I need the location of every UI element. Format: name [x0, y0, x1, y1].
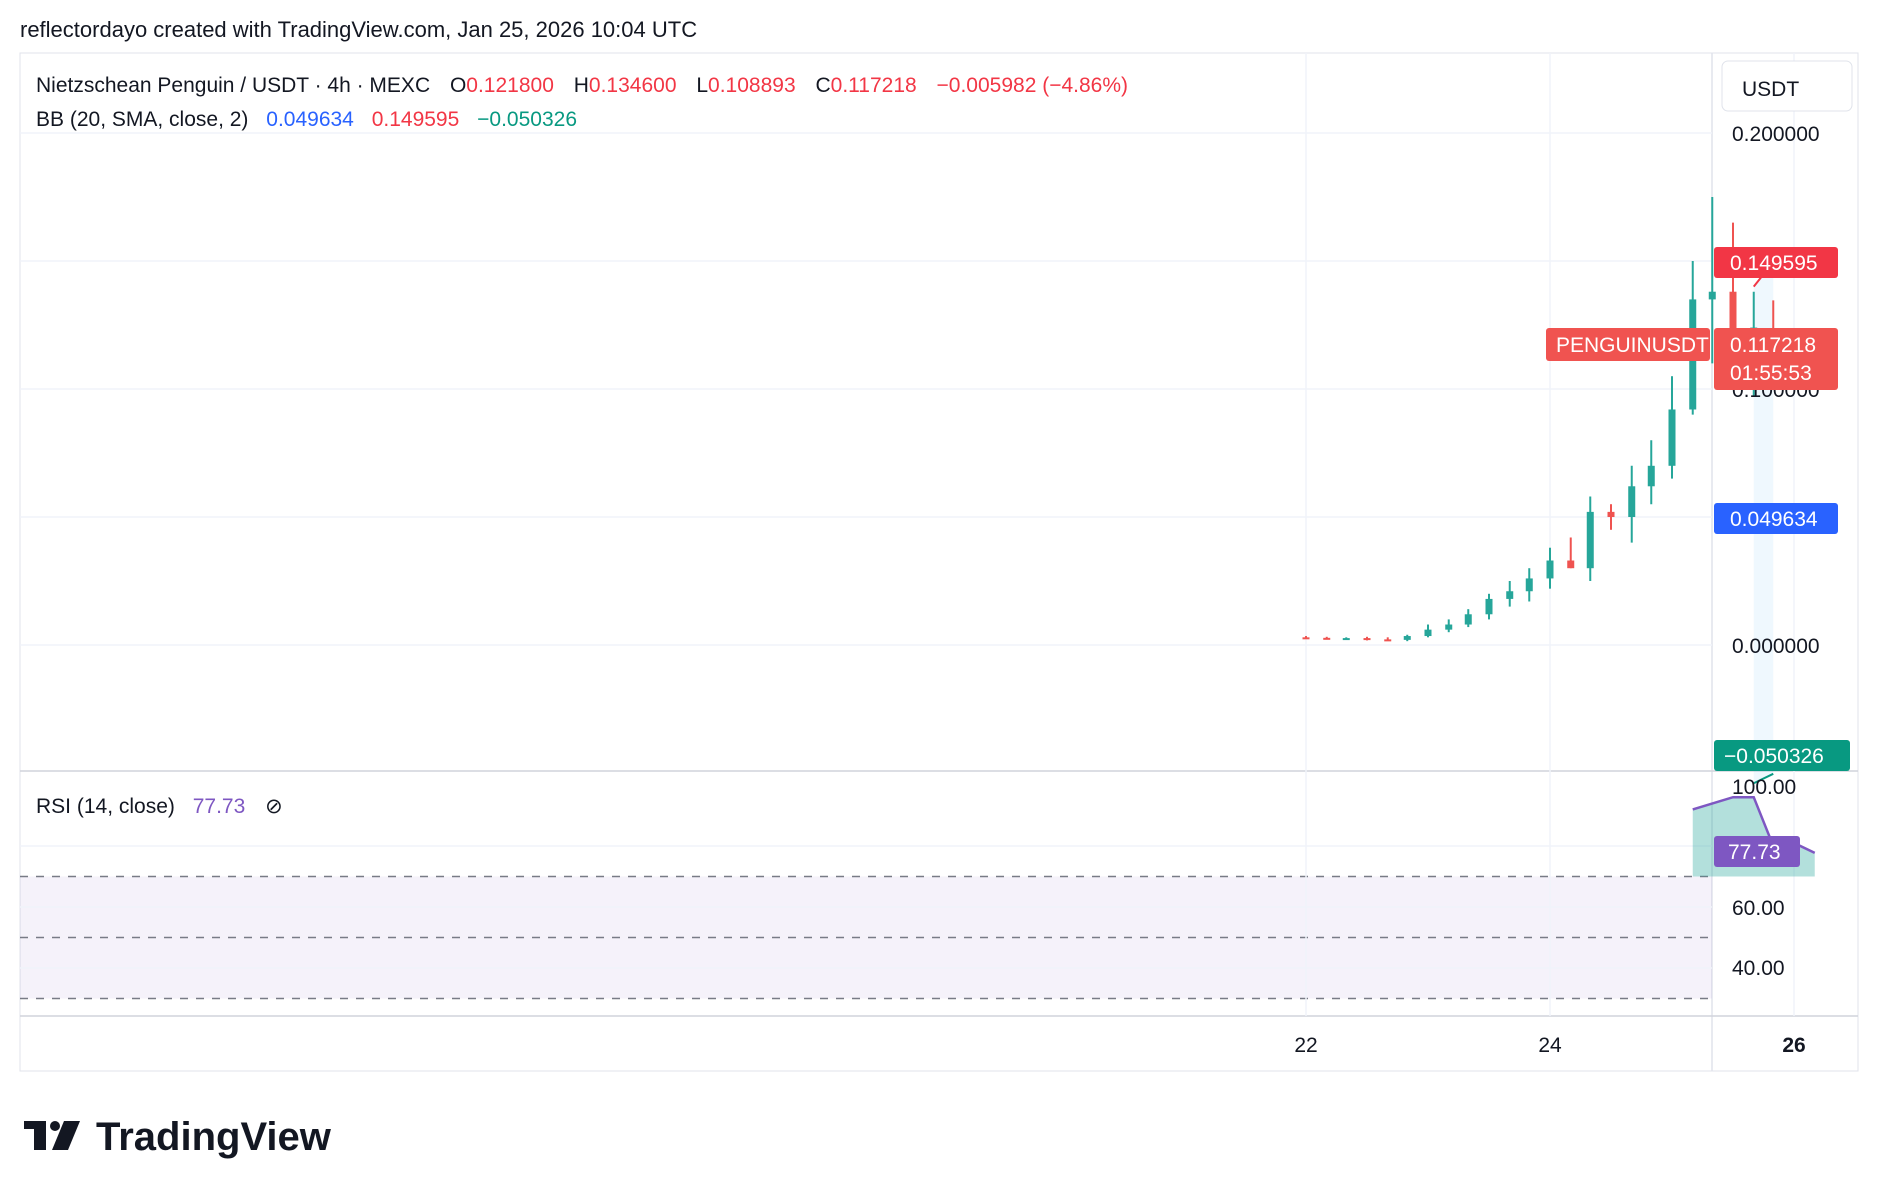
bb-basis-badge-text: 0.049634 [1730, 508, 1818, 531]
symbol-tag-text: PENGUINUSDT [1556, 334, 1709, 357]
candle-body [1384, 639, 1392, 642]
rsi-badge [1714, 836, 1800, 867]
candle-body [1323, 637, 1331, 640]
candle-body [1302, 637, 1310, 640]
candle-body [1464, 614, 1472, 625]
logo-mark-stem [34, 1121, 46, 1150]
bb-lower-line [1753, 772, 1774, 785]
legend-close-label: C [815, 74, 830, 97]
rsi-value: 77.73 [193, 795, 246, 818]
rsi-label: RSI (14, close) [36, 795, 175, 818]
legend-high-label: H [574, 74, 589, 97]
rsi-band-background [20, 876, 1712, 999]
time-axis: 22242628 [1294, 1034, 1805, 1057]
rsi-tick-label: 60.00 [1732, 897, 1785, 920]
legend-ohlc: Nietzschean Penguin / USDT · 4h · MEXC O… [36, 74, 1128, 97]
candle-body [1506, 591, 1514, 599]
candle-body [1647, 465, 1655, 487]
candle-body [1586, 511, 1594, 569]
legend-low-value: 0.108893 [708, 74, 796, 97]
time-tick-label: 22 [1294, 1034, 1317, 1057]
header-credit: reflectordayo created with TradingView.c… [20, 17, 697, 42]
bb-upper-badge [1714, 247, 1838, 278]
rsi-badge-text: 77.73 [1728, 841, 1781, 864]
visibility-off-icon: ⊘ [265, 795, 283, 818]
rsi-tick-label: 100.00 [1732, 776, 1796, 799]
tradingview-logo [24, 1121, 80, 1150]
candle-body [1607, 511, 1615, 517]
bb-basis-badge [1714, 503, 1838, 534]
candle-body [1668, 409, 1676, 466]
logo-mark-slash [52, 1121, 80, 1150]
candle-body [1445, 624, 1453, 630]
legend-open-value: 0.121800 [466, 74, 554, 97]
candle-body [1363, 638, 1371, 641]
currency-label: USDT [1742, 78, 1799, 101]
candle-body [1424, 629, 1432, 637]
candle-body [1708, 291, 1716, 300]
legend-bb-label: BB (20, SMA, close, 2) [36, 108, 248, 131]
logo-wordmark: TradingView [96, 1115, 332, 1159]
price-tick-label: 0.200000 [1732, 123, 1820, 146]
legend-bb: BB (20, SMA, close, 2) 0.049634 0.149595… [36, 108, 577, 131]
logo-mark-dot [50, 1121, 60, 1131]
legend-bb-upper: 0.149595 [372, 108, 460, 131]
candle-body [1403, 636, 1411, 640]
last-price-badge [1714, 328, 1838, 390]
legend-high-value: 0.134600 [589, 74, 677, 97]
bb-upper-badge-text: 0.149595 [1730, 252, 1818, 275]
currency-selector[interactable] [1721, 60, 1853, 112]
legend-open-label: O [450, 74, 466, 97]
price-grid [20, 132, 1712, 646]
legend-change: −0.005982 (−4.86%) [937, 74, 1128, 97]
legend-symbol: Nietzschean Penguin / USDT · 4h · MEXC [36, 74, 430, 97]
legend-close-value: 0.117218 [831, 74, 917, 97]
candle-body [1729, 291, 1737, 351]
bb-lower-badge-text: −0.050326 [1724, 745, 1824, 768]
candle-body [1485, 598, 1493, 615]
candle-body [1342, 638, 1350, 641]
price-tick-label: 0.000000 [1732, 635, 1820, 658]
rsi-pane [20, 845, 1712, 1000]
bar-countdown: 01:55:53 [1730, 362, 1812, 385]
rsi-legend: RSI (14, close) 77.73 ⊘ [36, 795, 283, 818]
candle-body [1546, 560, 1554, 579]
legend-bb-basis: 0.049634 [266, 108, 354, 131]
time-tick-label: 26 [1782, 1034, 1805, 1057]
bb-lower-badge [1714, 740, 1850, 771]
rsi-tick-label: 40.00 [1732, 957, 1785, 980]
legend-low-label: L [696, 74, 708, 97]
candle-body [1525, 578, 1533, 592]
candle-body [1567, 560, 1575, 569]
time-tick-label: 24 [1538, 1034, 1562, 1057]
legend-bb-lower: −0.050326 [477, 108, 577, 131]
last-price-value: 0.117218 [1730, 334, 1816, 357]
candle-body [1628, 486, 1636, 517]
symbol-tag [1546, 328, 1710, 361]
